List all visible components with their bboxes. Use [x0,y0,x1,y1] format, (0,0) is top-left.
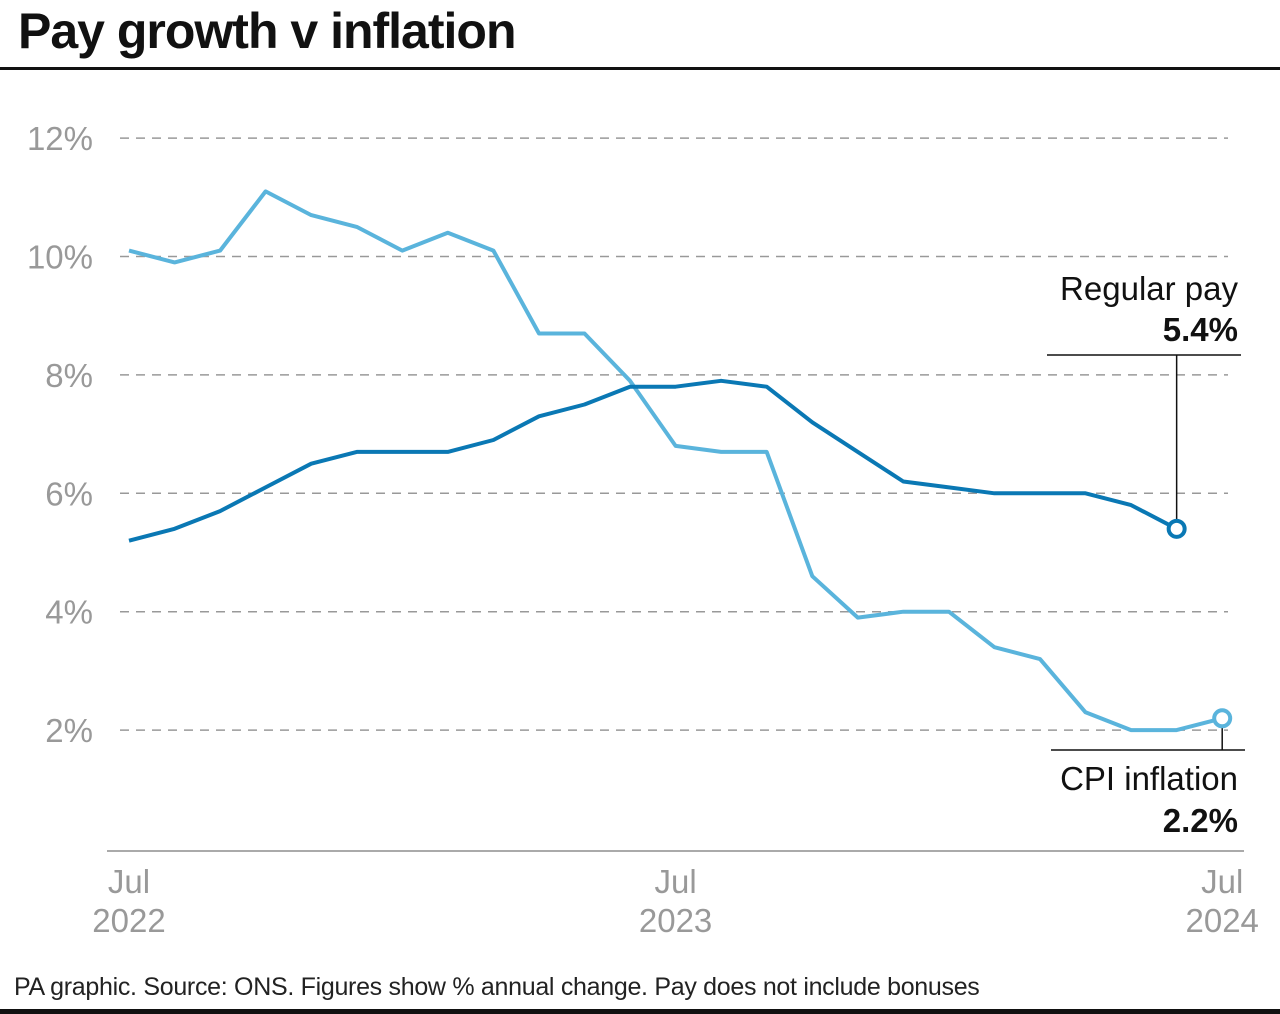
x-tick-label: 2023 [639,902,712,939]
x-tick-label: Jul [655,863,697,900]
title-rule [0,67,1280,70]
source-footer: PA graphic. Source: ONS. Figures show % … [14,973,980,1001]
end-marker [1212,708,1233,729]
series-line-regular-pay [128,378,1178,543]
x-tick-label: 2022 [92,902,165,939]
y-tick-label: 4% [45,594,93,631]
y-tick-label: 6% [45,475,93,512]
series-label: CPI inflation [1060,760,1238,797]
y-tick-label: 2% [45,712,93,749]
series-line-cpi-inflation [128,189,1223,733]
chart-title: Pay growth v inflation [18,3,516,59]
end-value-label: 5.4% [1163,311,1238,348]
y-tick-label: 8% [45,357,93,394]
x-tick-label: Jul [108,863,150,900]
y-tick-label: 10% [27,239,93,276]
x-tick-label: 2024 [1185,902,1258,939]
x-tick-label: Jul [1201,863,1243,900]
end-value-label: 2.2% [1163,802,1238,839]
series-label: Regular pay [1060,270,1238,307]
y-tick-label: 12% [27,120,93,157]
end-marker [1166,518,1187,539]
footer-rule [0,1009,1280,1014]
